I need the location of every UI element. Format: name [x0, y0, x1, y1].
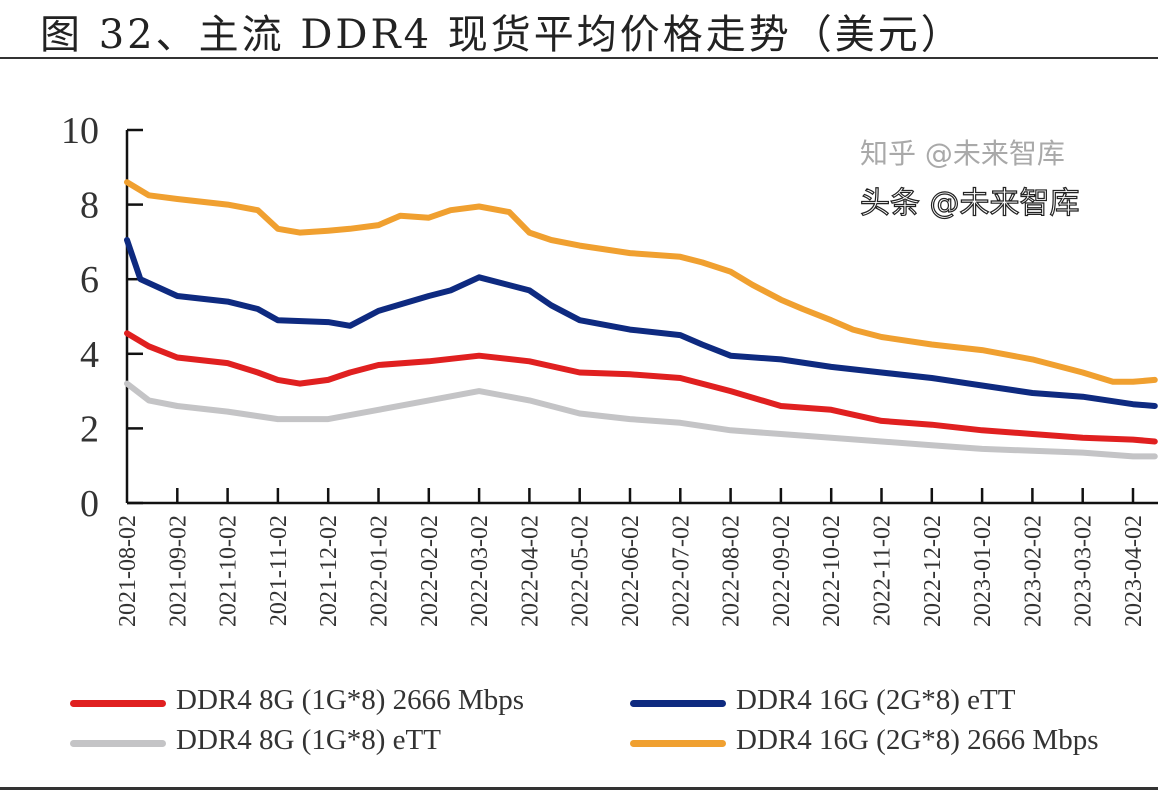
x-tick-label: 2022-04-02	[517, 515, 543, 627]
x-tick-label: 2022-03-02	[467, 515, 493, 627]
y-tick-label: 4	[80, 334, 99, 376]
x-tick-label: 2023-03-02	[1071, 515, 1097, 627]
legend-swatch	[70, 740, 166, 747]
x-tick-label: 2022-01-02	[367, 515, 393, 627]
x-tick-label: 2022-09-02	[769, 515, 795, 627]
x-tick-label: 2022-07-02	[668, 515, 694, 627]
series-line-1	[124, 237, 1158, 409]
x-tick-label: 2021-12-02	[316, 515, 342, 627]
x-tick-label: 2021-09-02	[165, 515, 191, 627]
bottom-divider	[0, 787, 1158, 790]
y-tick-label: 8	[80, 185, 99, 227]
legend-label: DDR4 16G (2G*8) eTT	[736, 684, 1016, 716]
legend-swatch	[630, 700, 726, 707]
y-tick-label: 10	[61, 110, 99, 152]
y-tick-label: 0	[80, 483, 99, 525]
series-line-3	[124, 179, 1158, 385]
x-tick-label: 2023-02-02	[1020, 515, 1046, 627]
y-tick-label: 2	[80, 408, 99, 450]
x-tick-label: 2022-12-02	[920, 515, 946, 627]
legend-label: DDR4 16G (2G*8) 2666 Mbps	[736, 724, 1099, 756]
x-tick-label: 2022-06-02	[618, 515, 644, 627]
legend-label: DDR4 8G (1G*8) 2666 Mbps	[176, 684, 524, 716]
y-tick-label: 6	[80, 259, 99, 301]
x-tick-label: 2023-04-02	[1121, 515, 1147, 627]
series-line-0	[124, 330, 1158, 445]
x-tick-label: 2021-11-02	[266, 515, 292, 626]
series-line-2	[124, 380, 1158, 460]
x-tick-label: 2022-02-02	[417, 515, 443, 627]
series-lines	[124, 179, 1158, 460]
title-divider	[0, 57, 1158, 59]
legend-swatch	[70, 700, 166, 707]
watermark-zhihu: 知乎 @未来智库	[860, 137, 1065, 170]
x-tick-label: 2021-10-02	[216, 515, 242, 627]
x-tick-label: 2022-08-02	[719, 515, 745, 627]
x-tick-label: 2022-05-02	[568, 515, 594, 627]
x-tick-label: 2023-01-02	[970, 515, 996, 627]
legend-label: DDR4 8G (1G*8) eTT	[176, 724, 441, 756]
legend-swatch	[630, 740, 726, 747]
watermark-toutiao: 头条 @未来智库	[859, 185, 1080, 221]
x-tick-label: 2021-08-02	[115, 515, 141, 627]
x-tick-label: 2022-10-02	[819, 515, 845, 627]
x-tick-label: 2022-11-02	[870, 515, 896, 626]
axes: 0 2 4 6 8 10 2021-08-02 2021-09-02 2021-10-02 202…	[61, 110, 1158, 627]
chart-title: 图 32、主流 DDR4 现货平均价格走势（美元）	[40, 12, 964, 58]
